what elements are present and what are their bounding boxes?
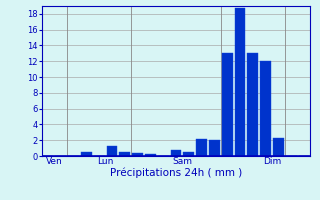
Bar (247, 53, 258, 156)
Bar (145, 154, 156, 156)
Bar (119, 152, 130, 156)
Bar (107, 146, 117, 156)
Bar (260, 61, 271, 156)
Bar (196, 139, 207, 156)
Bar (273, 138, 284, 156)
Bar (183, 152, 194, 156)
Bar (132, 153, 143, 156)
X-axis label: Précipitations 24h ( mm ): Précipitations 24h ( mm ) (110, 168, 242, 178)
Bar (209, 140, 220, 156)
Bar (171, 150, 181, 156)
Bar (222, 53, 233, 156)
Bar (81, 152, 92, 156)
Bar (235, 8, 245, 156)
